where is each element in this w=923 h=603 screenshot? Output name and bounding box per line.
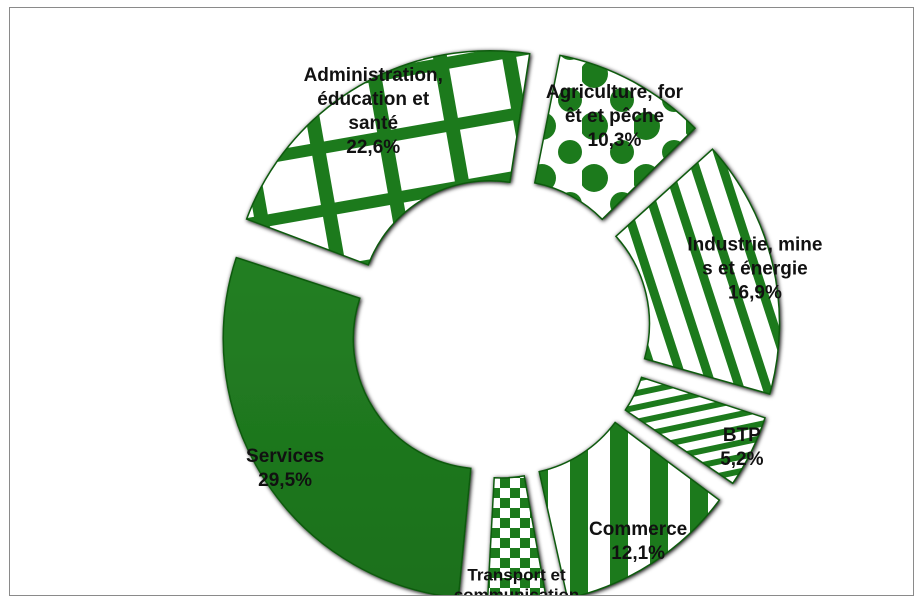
slice-name-line: Commerce <box>589 519 687 540</box>
slice-value-label: 29,5% <box>258 470 312 491</box>
chart-frame: Agriculture, for êt et pêche 10,3% Industri… <box>9 7 914 596</box>
slice-name-line: Transport et <box>467 565 566 584</box>
slice-services <box>222 256 472 595</box>
slices-group <box>222 49 781 595</box>
slice-agriculture-forêt-et-pêche <box>533 54 697 221</box>
slice-label: Industrie, mine s et énergie 16,9% <box>687 234 822 303</box>
labels-group: Agriculture, for êt et pêche 10,3% Industri… <box>246 65 822 595</box>
slice-name-line: Services <box>246 446 324 467</box>
slice-value-label: 22,6% <box>346 137 400 158</box>
slice-name-line: Administration, <box>304 65 443 86</box>
slice-name-line: communication <box>454 585 580 595</box>
slice-administration-éducation-et-santé <box>245 49 531 266</box>
slice-name-line: santé <box>348 113 398 134</box>
slice-value-label: 12,1% <box>611 543 665 564</box>
slice-label: Services 29,5% <box>246 446 324 491</box>
slice-commerce <box>538 421 721 595</box>
slice-value-label: 16,9% <box>728 282 782 303</box>
slice-name-line: BTP <box>723 425 761 446</box>
slice-label: Transport etcommunication4,4% <box>454 565 580 595</box>
slice-label: Administration, éducation et santé 22,6% <box>304 65 443 158</box>
slice-value-label: 10,3% <box>588 130 642 151</box>
slice-label: Commerce 12,1% <box>589 519 687 564</box>
slice-industrie-mines-et-énergie <box>614 148 781 395</box>
donut-chart: Agriculture, for êt et pêche 10,3% Industri… <box>222 49 822 595</box>
slice-btp <box>624 376 766 485</box>
slice-name-line: Industrie, mine <box>687 234 822 255</box>
slice-label: Agriculture, for êt et pêche 10,3% <box>546 82 684 151</box>
slice-name-line: Agriculture, for <box>546 82 684 103</box>
slice-label: BTP 5,2% <box>720 425 763 470</box>
slice-value-label: 5,2% <box>720 449 763 470</box>
slice-transport-et-communication <box>487 475 547 595</box>
slice-name-line: êt et pêche <box>565 106 664 127</box>
slice-name-line: éducation et <box>317 89 430 110</box>
slice-name-line: s et énergie <box>702 258 808 279</box>
